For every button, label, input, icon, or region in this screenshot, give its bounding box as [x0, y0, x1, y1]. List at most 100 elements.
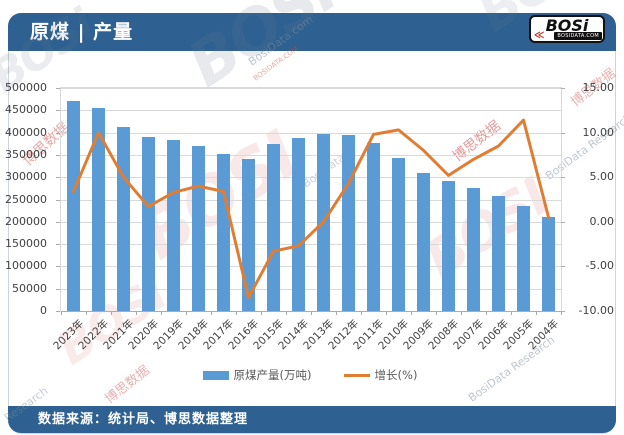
gridline — [61, 266, 561, 267]
left-axis-tick — [56, 88, 60, 89]
bosi-logo-text: BOSi — [545, 16, 589, 35]
left-axis-tick — [56, 222, 60, 223]
x-axis-tick — [486, 311, 487, 315]
left-axis-tick-label: 350000 — [5, 148, 47, 161]
data-source-text: 数据来源：统计局、博思数据整理 — [38, 412, 249, 427]
left-axis-tick — [56, 289, 60, 290]
left-axis-tick-label: 450000 — [5, 103, 47, 116]
x-axis-tick — [61, 311, 62, 315]
gridline — [61, 222, 561, 223]
right-axis-tick — [561, 311, 565, 312]
left-axis-tick-label: 400000 — [5, 126, 47, 139]
left-axis-tick — [56, 244, 60, 245]
x-axis-tick — [511, 311, 512, 315]
left-axis-tick — [56, 133, 60, 134]
x-axis-tick — [261, 311, 262, 315]
bar-2019年 — [167, 139, 180, 311]
legend-item-production: 原煤产量(万吨) — [202, 367, 312, 383]
left-axis-tick-label: 250000 — [5, 193, 47, 206]
bosi-logo: BOSi ≪ BOSIDATA.COM — [529, 15, 605, 43]
left-axis-tick — [56, 200, 60, 201]
left-axis-labels: 500000 450000 400000 350000 300000 250000 2000… — [0, 81, 52, 317]
card-header: 原煤 | 产量 — [8, 13, 616, 51]
left-axis-tick — [56, 155, 60, 156]
source-footer: 数据来源：统计局、博思数据整理 — [8, 406, 616, 433]
right-axis-tick — [561, 222, 565, 223]
bar-2022年 — [92, 107, 105, 311]
right-axis-tick-label: 0.00 — [589, 215, 615, 228]
left-axis-tick — [56, 266, 60, 267]
x-axis-tick — [561, 311, 562, 315]
right-axis-tick — [561, 88, 565, 89]
right-axis-tick-label: 15.00 — [582, 81, 615, 94]
legend-bar-swatch — [202, 370, 229, 380]
x-axis-labels: 2023年 2022年 2021年 2020年 2019年 2018年 2017年 2016年… — [52, 313, 562, 363]
left-axis-tick-label: 100000 — [5, 259, 47, 272]
bar-2008年 — [442, 181, 455, 311]
right-axis-tick — [561, 266, 565, 267]
page-title: 原煤 | 产量 — [30, 21, 134, 43]
chart-legend: 原煤产量(万吨) 增长(%) — [60, 367, 560, 383]
legend-bar-label: 原煤产量(万吨) — [233, 368, 312, 382]
bar-2020年 — [142, 137, 155, 311]
bar-2017年 — [217, 154, 230, 311]
gridline — [61, 155, 561, 156]
right-axis-labels: 15.00 10.00 5.00 0.00 -5.00 -10.00 — [566, 81, 620, 317]
bar-2004年 — [542, 217, 555, 311]
right-axis-tick — [561, 177, 565, 178]
bar-2016年 — [242, 158, 255, 311]
x-axis-tick — [286, 311, 287, 315]
gridline — [61, 133, 561, 134]
left-axis-tick-label: 150000 — [5, 237, 47, 250]
bosi-logo-subtext: BOSIDATA.COM — [554, 32, 602, 40]
bar-2014年 — [292, 138, 305, 311]
logo-chevron-icon: ≪ — [534, 30, 545, 41]
left-axis-tick-label: 500000 — [5, 81, 47, 94]
x-axis-tick — [86, 311, 87, 315]
growth-line — [72, 118, 550, 300]
left-axis-tick — [56, 110, 60, 111]
x-axis-tick — [111, 311, 112, 315]
legend-line-label: 增长(%) — [374, 368, 418, 382]
x-axis-tick — [211, 311, 212, 315]
bar-2023年 — [67, 100, 80, 311]
right-axis-tick-label: -10.00 — [578, 304, 614, 317]
x-axis-tick — [536, 311, 537, 315]
x-axis-tick — [336, 311, 337, 315]
right-axis-tick-label: 10.00 — [582, 126, 615, 139]
legend-item-growth: 增长(%) — [343, 367, 418, 383]
plot-area — [56, 87, 565, 315]
gridline — [61, 177, 561, 178]
bar-2006年 — [492, 196, 505, 311]
left-axis-tick-label: 200000 — [5, 215, 47, 228]
legend-line-swatch — [343, 373, 370, 377]
x-axis-tick — [161, 311, 162, 315]
x-axis-tick — [461, 311, 462, 315]
left-axis-tick-label: 50000 — [12, 282, 47, 295]
gridline — [61, 110, 561, 111]
bar-2010年 — [392, 158, 405, 311]
x-axis-tick — [236, 311, 237, 315]
bar-2007年 — [467, 188, 480, 311]
bar-2005年 — [517, 205, 530, 311]
growth-line-svg — [72, 118, 550, 300]
left-axis-tick-label: 300000 — [5, 170, 47, 183]
right-axis-tick-label: -5.00 — [585, 259, 614, 272]
x-axis-tick — [136, 311, 137, 315]
x-axis-tick — [411, 311, 412, 315]
x-axis-tick — [311, 311, 312, 315]
x-axis-tick — [386, 311, 387, 315]
right-axis-tick-label: 5.00 — [589, 170, 615, 183]
gridline — [61, 244, 561, 245]
x-axis-tick — [436, 311, 437, 315]
left-axis-tick — [56, 311, 60, 312]
bar-2011年 — [367, 142, 380, 311]
left-axis-tick — [56, 177, 60, 178]
left-axis-tick-label: 0 — [40, 304, 47, 317]
gridline — [61, 88, 561, 89]
x-axis-tick — [186, 311, 187, 315]
gridline — [61, 289, 561, 290]
bar-2009年 — [417, 172, 430, 311]
bar-2015年 — [267, 143, 280, 311]
